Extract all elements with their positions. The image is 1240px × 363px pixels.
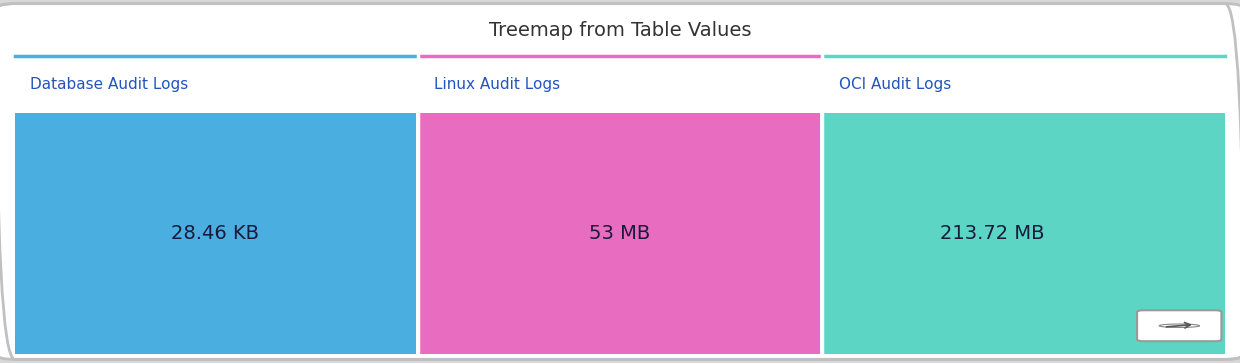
Text: 28.46 KB: 28.46 KB bbox=[171, 224, 259, 243]
Bar bbox=[419, 56, 821, 113]
FancyBboxPatch shape bbox=[0, 4, 1240, 359]
Text: Database Audit Logs: Database Audit Logs bbox=[30, 77, 188, 92]
Text: Linux Audit Logs: Linux Audit Logs bbox=[434, 77, 560, 92]
Bar bbox=[15, 56, 415, 113]
Text: OCI Audit Logs: OCI Audit Logs bbox=[839, 77, 951, 92]
Text: 53 MB: 53 MB bbox=[589, 224, 651, 243]
Bar bbox=[825, 56, 1225, 113]
Bar bbox=[825, 113, 1225, 354]
FancyBboxPatch shape bbox=[1137, 310, 1221, 341]
Bar bbox=[419, 113, 821, 354]
Text: 213.72 MB: 213.72 MB bbox=[940, 224, 1045, 243]
Text: Treemap from Table Values: Treemap from Table Values bbox=[489, 21, 751, 40]
Bar bbox=[15, 113, 415, 354]
